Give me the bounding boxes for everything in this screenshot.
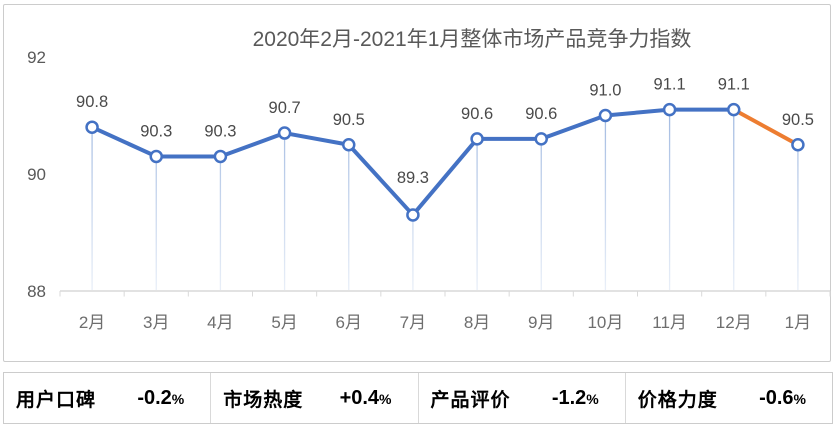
data-label: 90.5	[333, 111, 365, 129]
data-point	[277, 126, 292, 140]
line-segment	[90, 125, 159, 159]
stat-value-unit: %	[171, 390, 185, 407]
stat-product-rating: 产品评价 -1.2%	[417, 373, 625, 423]
x-tick-label: 5月	[271, 313, 297, 332]
stat-price-strength: 价格力度 -0.6%	[624, 373, 832, 423]
stat-label: 用户口碑	[16, 389, 97, 411]
data-point	[534, 132, 548, 146]
data-point	[791, 138, 805, 152]
line-segment	[346, 142, 415, 217]
data-label: 90.7	[269, 99, 301, 117]
y-tick-label: 92	[27, 48, 46, 67]
stat-value-unit: %	[586, 390, 599, 407]
data-label: 91.0	[589, 82, 621, 100]
stat-value-number: -0.2	[137, 386, 172, 409]
stat-user-reputation: 用户口碑 -0.2%	[4, 373, 210, 423]
data-point	[149, 149, 163, 164]
stat-label: 产品评价	[430, 389, 511, 411]
stat-value-unit: %	[793, 390, 806, 407]
stat-value-number: +0.4	[339, 386, 380, 409]
x-tick-label: 1月	[785, 313, 811, 332]
stat-label: 价格力度	[637, 389, 718, 411]
y-tick-label: 88	[27, 282, 46, 301]
x-tick-label: 4月	[207, 313, 233, 332]
x-tick-label: 6月	[336, 313, 362, 332]
stat-value: +0.4%	[340, 387, 392, 410]
data-label: 90.8	[76, 93, 108, 111]
data-label: 90.3	[204, 122, 236, 140]
x-tick-label: 2月	[79, 313, 105, 332]
data-label: 90.6	[461, 105, 493, 123]
data-point	[598, 108, 613, 123]
data-point	[662, 102, 677, 117]
x-tick-label: 8月	[464, 313, 490, 332]
data-point	[727, 102, 741, 117]
data-label: 89.3	[397, 169, 429, 187]
stat-value: -1.2%	[552, 387, 599, 410]
line-segment	[603, 107, 672, 118]
data-label: 91.1	[718, 76, 750, 94]
line-segment	[218, 131, 287, 159]
line-segment	[539, 113, 608, 141]
data-label: 90.5	[782, 111, 814, 129]
stat-value-unit: %	[379, 390, 392, 407]
data-point	[342, 138, 356, 152]
stat-value: -0.2%	[137, 387, 184, 410]
x-tick-label: 12月	[716, 313, 752, 332]
data-label: 90.3	[140, 122, 172, 140]
stat-value-number: -1.2	[551, 386, 587, 409]
stat-value: -0.6%	[759, 387, 806, 410]
line-segment	[282, 131, 351, 147]
stats-bar: 用户口碑 -0.2% 市场热度 +0.4% 产品评价 -1.2% 价格力度 -0…	[3, 372, 833, 424]
chart-card	[3, 4, 831, 362]
x-tick-label: 3月	[143, 313, 169, 332]
data-label: 91.1	[654, 76, 686, 94]
data-point	[85, 120, 99, 134]
x-tick-label: 9月	[528, 313, 554, 332]
x-tick-label: 10月	[587, 313, 623, 332]
x-tick-label: 11月	[652, 313, 687, 332]
stat-market-heat: 市场热度 +0.4%	[210, 373, 417, 423]
data-point	[213, 149, 228, 164]
chart-title: 2020年2月-2021年1月整体市场产品竞争力指数	[253, 28, 692, 51]
data-point	[470, 132, 484, 146]
line-segment	[731, 107, 800, 147]
y-tick-label: 90	[27, 165, 46, 184]
data-point	[406, 208, 420, 222]
x-tick-label: 7月	[400, 313, 426, 332]
competitiveness-line-chart: 2020年2月-2021年1月整体市场产品竞争力指数 92 90 88 90.8 90.3…	[27, 28, 831, 332]
data-label: 90.6	[525, 105, 557, 123]
stat-value-number: -0.6	[759, 386, 794, 409]
stat-label: 市场热度	[223, 389, 304, 411]
line-segment	[410, 136, 480, 217]
